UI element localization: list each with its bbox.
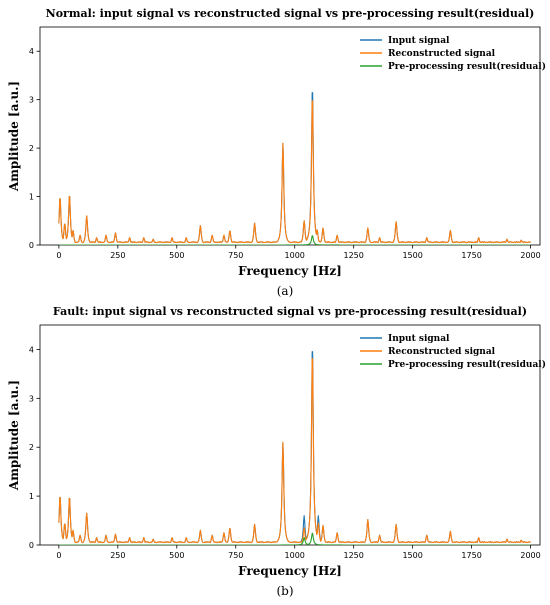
y-tick-label: 0	[29, 541, 34, 550]
legend-label: Pre-processing result(residual)	[388, 359, 546, 370]
x-tick-label: 1000	[285, 251, 305, 260]
plot-frame	[39, 324, 541, 546]
y-tick-label: 3	[29, 394, 34, 403]
chart-title: Normal: input signal vs reconstructed si…	[46, 7, 535, 20]
legend-label: Pre-processing result(residual)	[388, 61, 546, 72]
y-tick-label: 3	[29, 96, 34, 105]
x-axis-label: Frequency [Hz]	[238, 564, 342, 578]
series-line-reconstructed-signal	[58, 100, 531, 244]
series-group	[58, 92, 531, 245]
x-tick-label: 0	[56, 551, 61, 560]
chart-panel-normal: Normal: input signal vs reconstructed si…	[7, 7, 546, 298]
x-tick-label: 1500	[402, 551, 422, 560]
series-line-reconstructed-signal	[58, 358, 531, 544]
legend-label: Reconstructed signal	[388, 347, 496, 357]
chart-title: Fault: input signal vs reconstructed sig…	[53, 305, 527, 318]
x-tick-label: 250	[110, 551, 125, 560]
legend-label: Reconstructed signal	[388, 49, 496, 59]
y-tick-label: 4	[29, 345, 34, 354]
x-tick-label: 250	[110, 251, 125, 260]
x-tick-label: 1000	[285, 551, 305, 560]
x-tick-label: 750	[228, 251, 243, 260]
x-tick-label: 2000	[520, 551, 540, 560]
y-tick-label: 2	[29, 443, 34, 452]
y-axis-label: Amplitude [a.u.]	[7, 81, 21, 192]
y-tick-label: 0	[29, 241, 34, 250]
figure-caption: (a)	[277, 284, 294, 298]
plot-frame	[39, 26, 541, 246]
x-tick-label: 2000	[520, 251, 540, 260]
x-tick-label: 1750	[461, 551, 481, 560]
x-axis-label: Frequency [Hz]	[238, 264, 342, 278]
legend-label: Input signal	[388, 334, 450, 344]
figure-caption: (b)	[276, 584, 293, 598]
y-tick-label: 2	[29, 144, 34, 153]
chart-panel-fault: Fault: input signal vs reconstructed sig…	[7, 305, 546, 598]
series-line-pre-processing-result-residual	[58, 532, 531, 545]
x-tick-label: 1250	[343, 551, 363, 560]
x-tick-label: 1750	[461, 251, 481, 260]
series-group	[58, 351, 531, 545]
y-tick-label: 1	[29, 492, 34, 501]
y-tick-label: 1	[29, 193, 34, 202]
x-tick-label: 500	[169, 551, 184, 560]
series-line-input-signal	[58, 351, 531, 544]
legend-label: Input signal	[388, 36, 450, 46]
series-line-input-signal	[58, 92, 531, 244]
x-tick-label: 1250	[343, 251, 363, 260]
y-tick-label: 4	[29, 47, 34, 56]
x-tick-label: 750	[228, 551, 243, 560]
x-tick-label: 500	[169, 251, 184, 260]
x-tick-label: 1500	[402, 251, 422, 260]
y-axis-label: Amplitude [a.u.]	[7, 380, 21, 491]
series-line-pre-processing-result-residual	[58, 235, 531, 245]
x-tick-label: 0	[56, 251, 61, 260]
